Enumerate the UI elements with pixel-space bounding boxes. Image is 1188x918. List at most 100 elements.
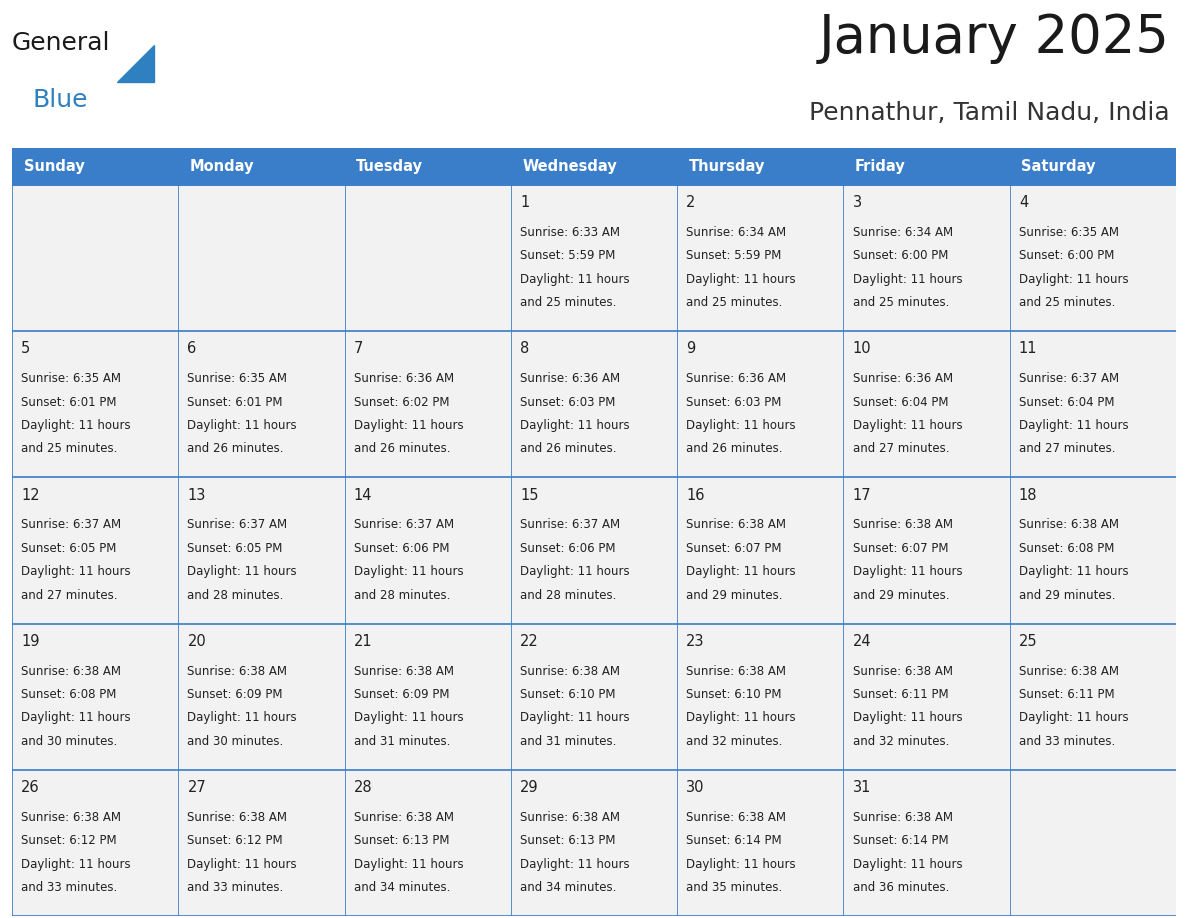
Bar: [677, 477, 843, 623]
Text: and 30 minutes.: and 30 minutes.: [188, 734, 284, 748]
Text: Sunset: 6:10 PM: Sunset: 6:10 PM: [520, 688, 615, 701]
Text: Daylight: 11 hours: Daylight: 11 hours: [687, 711, 796, 724]
Text: and 34 minutes.: and 34 minutes.: [520, 881, 617, 894]
Text: Daylight: 11 hours: Daylight: 11 hours: [1019, 565, 1129, 578]
Text: Sunset: 6:08 PM: Sunset: 6:08 PM: [21, 688, 116, 701]
Text: Sunset: 6:06 PM: Sunset: 6:06 PM: [354, 542, 449, 554]
Text: Sunset: 6:11 PM: Sunset: 6:11 PM: [1019, 688, 1114, 701]
Text: Daylight: 11 hours: Daylight: 11 hours: [354, 419, 463, 432]
Text: Sunrise: 6:37 AM: Sunrise: 6:37 AM: [354, 519, 454, 532]
Text: 19: 19: [21, 633, 39, 649]
Text: and 33 minutes.: and 33 minutes.: [1019, 734, 1116, 748]
Text: Daylight: 11 hours: Daylight: 11 hours: [853, 857, 962, 870]
Text: Sunrise: 6:38 AM: Sunrise: 6:38 AM: [687, 811, 786, 823]
Text: and 28 minutes.: and 28 minutes.: [354, 588, 450, 601]
Bar: [1010, 623, 1176, 770]
Text: and 27 minutes.: and 27 minutes.: [21, 588, 118, 601]
Bar: [1010, 477, 1176, 623]
Text: Daylight: 11 hours: Daylight: 11 hours: [520, 711, 630, 724]
Text: and 26 minutes.: and 26 minutes.: [520, 442, 617, 455]
Bar: [511, 148, 677, 185]
Text: 9: 9: [687, 341, 695, 356]
Text: Friday: Friday: [855, 159, 905, 174]
Text: Sunset: 6:09 PM: Sunset: 6:09 PM: [354, 688, 449, 701]
Text: and 32 minutes.: and 32 minutes.: [687, 734, 783, 748]
Text: and 25 minutes.: and 25 minutes.: [21, 442, 118, 455]
Text: Daylight: 11 hours: Daylight: 11 hours: [1019, 273, 1129, 285]
Text: General: General: [12, 31, 110, 55]
Text: Sunrise: 6:38 AM: Sunrise: 6:38 AM: [520, 665, 620, 677]
Text: 28: 28: [354, 780, 372, 795]
Bar: [843, 770, 1010, 916]
Bar: [345, 770, 511, 916]
Text: Sunrise: 6:37 AM: Sunrise: 6:37 AM: [1019, 372, 1119, 386]
Text: Daylight: 11 hours: Daylight: 11 hours: [520, 565, 630, 578]
Polygon shape: [116, 45, 154, 82]
Text: 31: 31: [853, 780, 871, 795]
Text: 25: 25: [1019, 633, 1037, 649]
Bar: [677, 331, 843, 477]
Bar: [1010, 148, 1176, 185]
Text: and 33 minutes.: and 33 minutes.: [188, 881, 284, 894]
Bar: [511, 185, 677, 331]
Bar: [345, 331, 511, 477]
Text: and 27 minutes.: and 27 minutes.: [853, 442, 949, 455]
Text: 27: 27: [188, 780, 207, 795]
Text: and 25 minutes.: and 25 minutes.: [520, 297, 617, 309]
Text: 18: 18: [1019, 487, 1037, 503]
Bar: [843, 477, 1010, 623]
Text: Daylight: 11 hours: Daylight: 11 hours: [354, 565, 463, 578]
Text: Sunset: 6:04 PM: Sunset: 6:04 PM: [1019, 396, 1114, 409]
Bar: [12, 148, 178, 185]
Text: and 28 minutes.: and 28 minutes.: [188, 588, 284, 601]
Text: 22: 22: [520, 633, 538, 649]
Text: Sunrise: 6:35 AM: Sunrise: 6:35 AM: [1019, 226, 1119, 239]
Text: 26: 26: [21, 780, 39, 795]
Text: 10: 10: [853, 341, 871, 356]
Text: 14: 14: [354, 487, 372, 503]
Bar: [677, 148, 843, 185]
Text: Saturday: Saturday: [1022, 159, 1095, 174]
Bar: [178, 148, 345, 185]
Text: Daylight: 11 hours: Daylight: 11 hours: [853, 711, 962, 724]
Text: and 29 minutes.: and 29 minutes.: [853, 588, 949, 601]
Text: Sunrise: 6:38 AM: Sunrise: 6:38 AM: [1019, 519, 1119, 532]
Text: Sunset: 5:59 PM: Sunset: 5:59 PM: [520, 250, 615, 263]
Text: Daylight: 11 hours: Daylight: 11 hours: [354, 857, 463, 870]
Text: Sunrise: 6:38 AM: Sunrise: 6:38 AM: [188, 811, 287, 823]
Text: Sunrise: 6:34 AM: Sunrise: 6:34 AM: [853, 226, 953, 239]
Bar: [1010, 185, 1176, 331]
Text: Sunset: 6:03 PM: Sunset: 6:03 PM: [687, 396, 782, 409]
Bar: [1010, 770, 1176, 916]
Text: Sunrise: 6:37 AM: Sunrise: 6:37 AM: [188, 519, 287, 532]
Bar: [178, 185, 345, 331]
Bar: [12, 331, 178, 477]
Bar: [843, 331, 1010, 477]
Text: 6: 6: [188, 341, 197, 356]
Text: Sunrise: 6:37 AM: Sunrise: 6:37 AM: [520, 519, 620, 532]
Text: 4: 4: [1019, 196, 1028, 210]
Bar: [511, 331, 677, 477]
Text: and 29 minutes.: and 29 minutes.: [1019, 588, 1116, 601]
Bar: [345, 185, 511, 331]
Text: Monday: Monday: [190, 159, 254, 174]
Text: Sunrise: 6:35 AM: Sunrise: 6:35 AM: [21, 372, 121, 386]
Text: Tuesday: Tuesday: [356, 159, 423, 174]
Text: 29: 29: [520, 780, 538, 795]
Text: and 25 minutes.: and 25 minutes.: [1019, 297, 1116, 309]
Text: 2: 2: [687, 196, 696, 210]
Text: and 35 minutes.: and 35 minutes.: [687, 881, 783, 894]
Text: Sunset: 6:04 PM: Sunset: 6:04 PM: [853, 396, 948, 409]
Text: Daylight: 11 hours: Daylight: 11 hours: [188, 419, 297, 432]
Text: Sunrise: 6:38 AM: Sunrise: 6:38 AM: [354, 811, 454, 823]
Text: Sunrise: 6:36 AM: Sunrise: 6:36 AM: [853, 372, 953, 386]
Bar: [12, 477, 178, 623]
Text: Daylight: 11 hours: Daylight: 11 hours: [188, 711, 297, 724]
Text: Sunset: 6:01 PM: Sunset: 6:01 PM: [21, 396, 116, 409]
Text: Daylight: 11 hours: Daylight: 11 hours: [1019, 711, 1129, 724]
Text: Daylight: 11 hours: Daylight: 11 hours: [520, 857, 630, 870]
Bar: [843, 623, 1010, 770]
Bar: [178, 770, 345, 916]
Text: Daylight: 11 hours: Daylight: 11 hours: [21, 857, 131, 870]
Bar: [345, 477, 511, 623]
